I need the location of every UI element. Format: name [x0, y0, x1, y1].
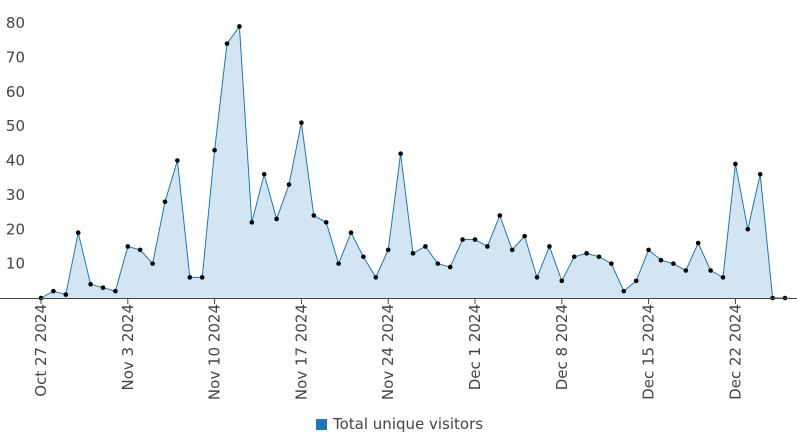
data-point[interactable]: [435, 261, 441, 266]
data-point[interactable]: [237, 24, 242, 29]
y-tick-label: 30: [6, 186, 25, 204]
data-point[interactable]: [472, 237, 478, 242]
data-point[interactable]: [75, 230, 81, 235]
y-tick-label: 40: [6, 152, 25, 170]
data-point[interactable]: [460, 237, 465, 242]
series-points: [38, 24, 788, 301]
data-point[interactable]: [187, 275, 193, 280]
series-area-fill: [41, 26, 785, 298]
data-point[interactable]: [224, 41, 230, 46]
data-point[interactable]: [274, 216, 279, 222]
data-point[interactable]: [51, 288, 56, 294]
data-point[interactable]: [708, 268, 713, 273]
data-point[interactable]: [100, 285, 106, 290]
x-tick-label: Oct 27 2024: [32, 304, 50, 397]
legend-swatch: [316, 418, 327, 430]
data-point[interactable]: [559, 278, 565, 284]
data-point[interactable]: [199, 275, 205, 280]
x-tick-label: Dec 22 2024: [726, 304, 744, 400]
data-point[interactable]: [261, 171, 267, 177]
x-tick-label: Nov 3 2024: [119, 304, 137, 391]
data-point[interactable]: [720, 275, 726, 280]
data-point[interactable]: [175, 158, 180, 163]
y-tick-label: 80: [6, 14, 25, 32]
data-point[interactable]: [733, 161, 738, 167]
data-point[interactable]: [348, 230, 354, 235]
data-point[interactable]: [336, 261, 341, 266]
y-tick-label: 10: [6, 255, 25, 273]
data-point[interactable]: [125, 244, 131, 249]
legend[interactable]: Total unique visitors: [316, 415, 483, 433]
data-point[interactable]: [249, 220, 255, 225]
data-point[interactable]: [509, 247, 515, 253]
data-point[interactable]: [113, 288, 118, 294]
data-point[interactable]: [212, 147, 217, 153]
data-point[interactable]: [633, 278, 639, 284]
x-tick-label: Nov 17 2024: [292, 304, 310, 400]
data-point[interactable]: [534, 275, 540, 280]
x-tick-label: Dec 15 2024: [640, 304, 658, 400]
data-point[interactable]: [286, 182, 292, 187]
data-point[interactable]: [757, 171, 763, 177]
data-point[interactable]: [522, 233, 527, 239]
data-point[interactable]: [311, 213, 317, 218]
data-point[interactable]: [373, 275, 379, 280]
data-point[interactable]: [584, 251, 589, 256]
x-tick-label: Dec 8 2024: [553, 304, 571, 390]
data-point[interactable]: [571, 254, 577, 260]
data-point[interactable]: [447, 264, 453, 270]
data-point[interactable]: [410, 251, 416, 256]
y-tick-label: 50: [6, 117, 25, 135]
data-point[interactable]: [695, 240, 701, 246]
data-point[interactable]: [609, 261, 614, 266]
data-point[interactable]: [621, 288, 627, 294]
data-point[interactable]: [137, 247, 143, 253]
data-point[interactable]: [162, 199, 168, 205]
data-point[interactable]: [150, 261, 155, 266]
data-point[interactable]: [361, 254, 366, 260]
data-point[interactable]: [323, 220, 329, 225]
data-point[interactable]: [646, 247, 651, 253]
data-point[interactable]: [88, 281, 93, 287]
data-point[interactable]: [385, 247, 391, 253]
y-tick-label: 60: [6, 83, 25, 101]
data-point[interactable]: [423, 244, 428, 249]
plot-area: [38, 24, 788, 301]
data-point[interactable]: [671, 261, 676, 266]
data-point[interactable]: [63, 292, 69, 297]
data-point[interactable]: [547, 244, 552, 249]
data-point[interactable]: [299, 120, 304, 125]
x-axis-ticks: [40, 298, 736, 304]
data-point[interactable]: [398, 151, 403, 156]
data-point[interactable]: [497, 213, 503, 218]
data-point[interactable]: [658, 257, 664, 263]
y-tick-label: 20: [6, 220, 25, 238]
x-axis-labels: Oct 27 2024 Nov 3 2024 Nov 10 2024 Nov 17 2…: [32, 304, 744, 400]
y-axis-labels: 10 20 30 40 50 60 70 80: [6, 14, 25, 273]
legend-label: Total unique visitors: [333, 415, 484, 433]
data-point[interactable]: [683, 268, 689, 273]
x-tick-label: Dec 1 2024: [466, 304, 484, 390]
x-tick-label: Nov 10 2024: [206, 304, 224, 400]
data-point[interactable]: [485, 244, 490, 249]
data-point[interactable]: [596, 254, 602, 260]
x-tick-label: Nov 24 2024: [379, 304, 397, 400]
data-point[interactable]: [745, 226, 751, 232]
y-tick-label: 70: [6, 48, 25, 66]
